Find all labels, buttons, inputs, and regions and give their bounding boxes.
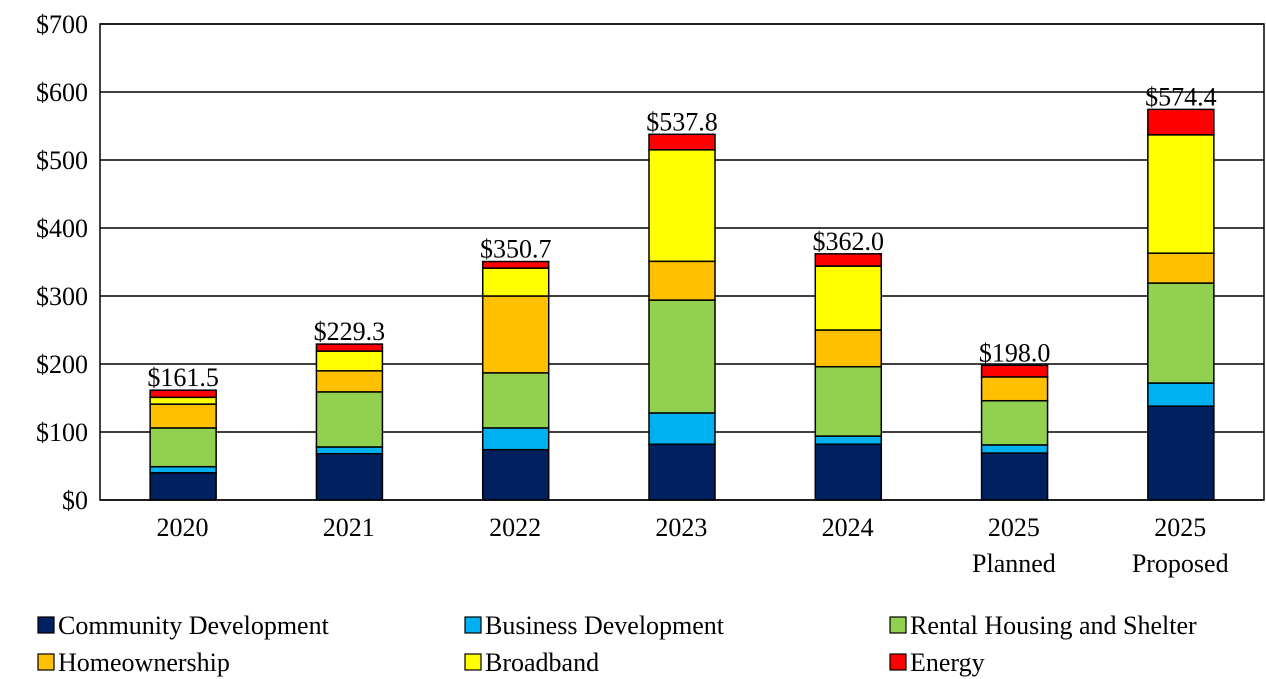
bar-segment (315, 370, 384, 393)
bar-segment (1147, 282, 1215, 384)
legend-swatch (37, 616, 55, 634)
bar-segment (814, 253, 883, 267)
bar-segment (481, 427, 550, 451)
legend-label: Community Development (58, 611, 330, 640)
bar-segment (980, 399, 1049, 446)
bar-segment (315, 453, 384, 501)
bar-segment (315, 446, 384, 455)
bar-segment (1147, 405, 1215, 501)
bar-segment (315, 391, 384, 448)
bar-segment (814, 265, 883, 331)
bar-segment (814, 365, 883, 437)
y-tick-label: $300 (36, 282, 88, 311)
legend-label: Homeownership (58, 648, 230, 677)
bar-segment (149, 472, 217, 501)
total-label: $198.0 (979, 338, 1051, 367)
bar-segment (980, 452, 1049, 501)
y-tick-label: $200 (36, 350, 88, 379)
total-label: $574.4 (1145, 82, 1217, 111)
bar-segment (980, 444, 1049, 454)
x-tick-label: 2024 (821, 513, 874, 542)
y-tick-label: $600 (36, 78, 88, 107)
bar-segment (315, 343, 384, 352)
bar-segment (814, 435, 883, 445)
total-label: $362.0 (813, 227, 885, 256)
bar-segment (481, 267, 550, 297)
y-tick-label: $0 (62, 486, 88, 515)
x-tick-label: 2020 (156, 513, 209, 542)
legend-swatch (464, 616, 482, 634)
bar-segment (481, 372, 550, 429)
bar-segment (149, 465, 217, 474)
bar-segment (481, 295, 550, 374)
total-label: $229.3 (314, 317, 386, 346)
x-tick-label: 2025 Planned (972, 513, 1056, 578)
y-tick-label: $100 (36, 418, 88, 447)
y-tick-label: $500 (36, 146, 88, 175)
bar-segment (1147, 108, 1215, 136)
legend-label: Rental Housing and Shelter (910, 611, 1197, 640)
bar-segment (648, 299, 716, 414)
legend-swatch (889, 653, 907, 671)
bar-segment (648, 133, 716, 151)
x-tick-label: 2021 (322, 513, 375, 542)
y-tick-label: $700 (36, 10, 88, 39)
legend-label: Energy (910, 648, 985, 677)
legend-swatch (464, 653, 482, 671)
x-tick-label: 2022 (489, 513, 542, 542)
legend-swatch (37, 653, 55, 671)
bar-segment (648, 149, 716, 263)
bar-segment (1147, 134, 1215, 254)
bar-segment (149, 403, 217, 429)
bar-segment (149, 427, 217, 468)
total-label: $537.8 (646, 107, 718, 136)
x-tick-label: 2025 Proposed (1131, 513, 1229, 578)
legend-label: Business Development (485, 611, 725, 640)
legend-swatch (889, 616, 907, 634)
bar-segment (814, 329, 883, 368)
bar-segment (481, 260, 550, 269)
bar-segment (149, 396, 217, 405)
legend-label: Broadband (485, 648, 599, 677)
bar-segment (814, 443, 883, 501)
y-tick-label: $400 (36, 214, 88, 243)
bar-segment (481, 448, 550, 501)
bar-segment (648, 412, 716, 445)
bar-segment (980, 376, 1049, 402)
bar-segment (980, 364, 1049, 378)
bar-segment (149, 389, 217, 399)
bar-segment (1147, 252, 1215, 284)
bar-segment (315, 350, 384, 372)
x-tick-label: 2023 (655, 513, 708, 542)
bar-segment (1147, 382, 1215, 407)
total-label: $161.5 (147, 363, 219, 392)
total-label: $350.7 (480, 235, 552, 264)
bar-segment (648, 260, 716, 301)
bar-segment (648, 443, 716, 501)
